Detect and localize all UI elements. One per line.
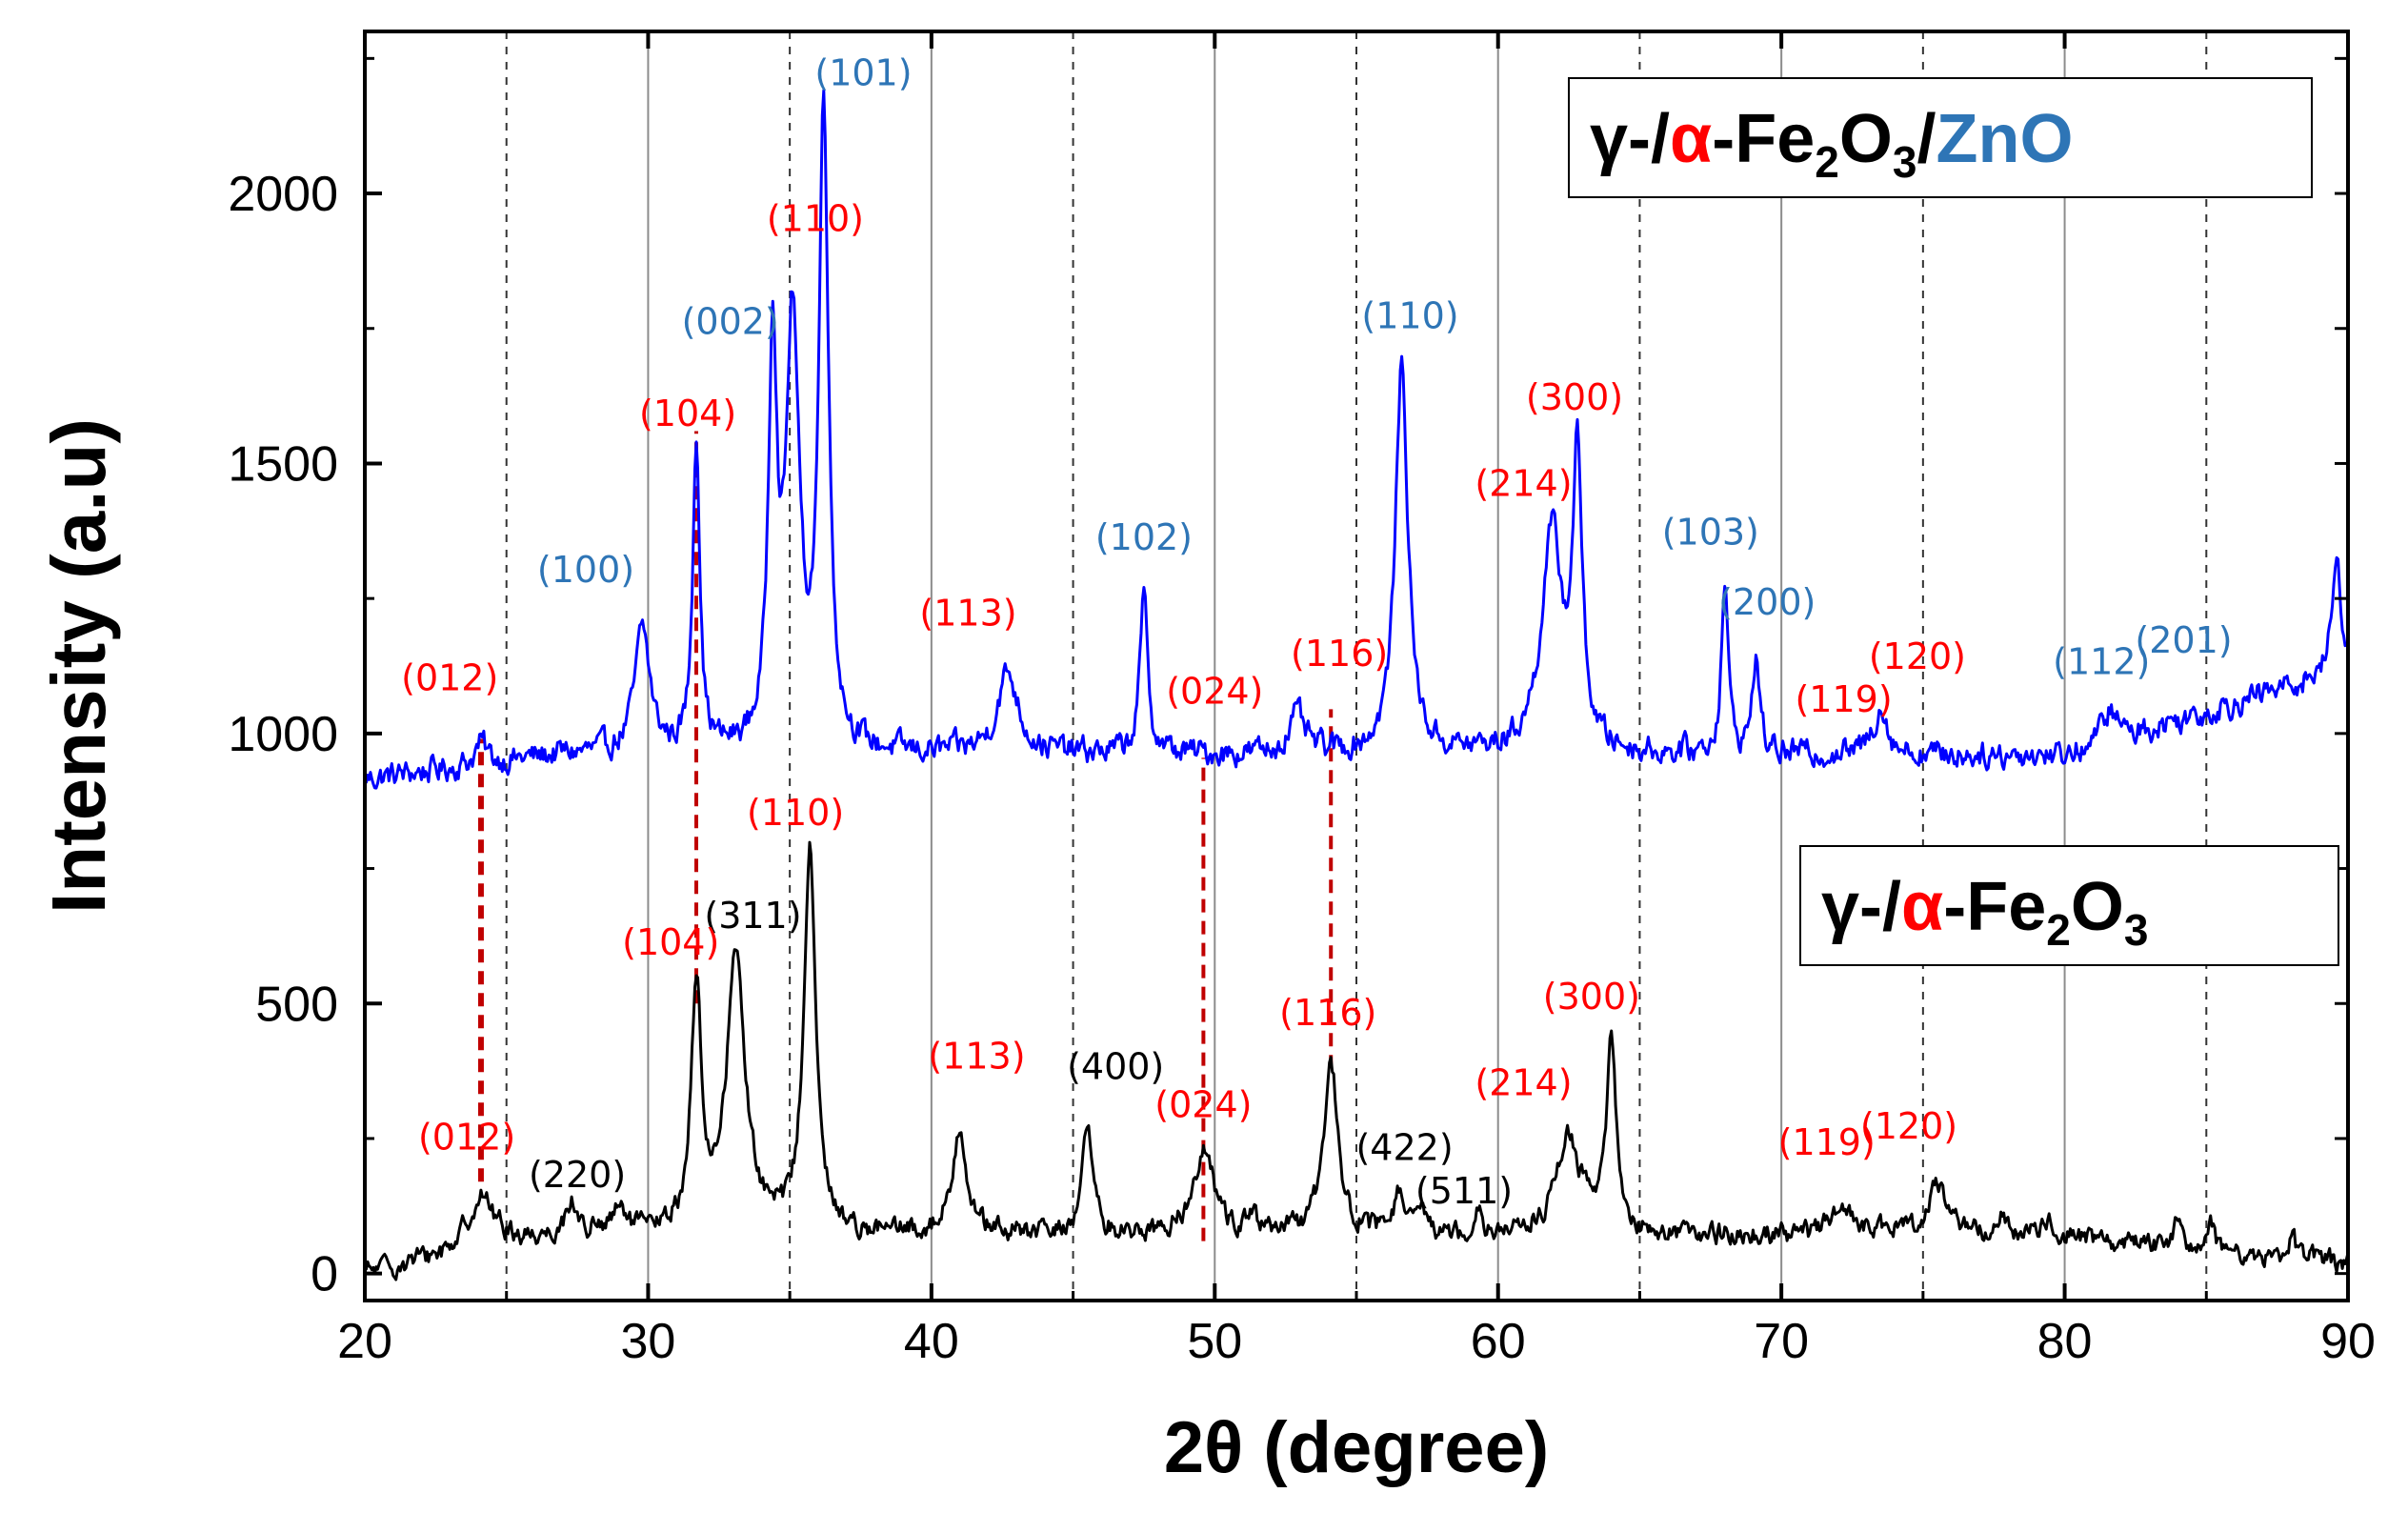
y-tick-label-1000: 1000 [228, 707, 338, 762]
axis-ticks: 20 30 40 50 60 70 80 90 0 500 1000 1500 2000 [228, 31, 2376, 1369]
x-tick-label-60: 60 [1471, 1314, 1526, 1369]
series-line-1 [363, 840, 2350, 1281]
peak-label-1: (110) [767, 198, 864, 240]
peak-label-5: (012) [401, 657, 498, 699]
peak-label-21: (104) [622, 921, 719, 963]
peak-label-3: (104) [639, 393, 736, 434]
peak-label-10: (110) [1361, 295, 1458, 337]
peak-label-26: (024) [1154, 1083, 1252, 1125]
peak-label-27: (116) [1279, 992, 1376, 1034]
peak-label-32: (119) [1778, 1121, 1876, 1163]
legend-fe2o3-text: γ-/α-Fe2O3 [1821, 869, 2149, 955]
peak-label-31: (214) [1475, 1062, 1572, 1104]
legend-fe2o3-part-5: 3 [2124, 905, 2149, 955]
x-tick-label-20: 20 [337, 1314, 392, 1369]
peak-label-12: (214) [1475, 462, 1572, 504]
legend-fe2o3-zno-part-1: α [1670, 101, 1712, 177]
y-tick-label-2000: 2000 [228, 167, 338, 222]
peak-label-0: (101) [814, 52, 912, 94]
peak-annotations: (101) (110) (002) (104) (100) (012) (113) (102)… [401, 52, 2232, 1212]
legend-fe2o3-zno-part-3: 2 [1815, 137, 1839, 187]
y-axis-title: Intensity (a.u) [36, 418, 121, 914]
peak-label-7: (102) [1095, 516, 1193, 558]
y-tick-label-0: 0 [311, 1247, 338, 1302]
legend-fe2o3-zno-part-4: O [1839, 101, 1893, 177]
peak-label-6: (113) [919, 592, 1016, 634]
peak-label-22: (012) [418, 1116, 515, 1158]
series-line-0 [363, 89, 2350, 790]
peak-label-17: (112) [2053, 641, 2150, 683]
peak-label-23: (220) [529, 1154, 626, 1196]
peak-label-24: (113) [928, 1035, 1025, 1077]
legend-fe2o3-part-1: α [1901, 869, 1943, 945]
legend-fe2o3-zno-part-2: -Fe [1712, 101, 1815, 177]
legend-fe2o3-part-2: -Fe [1943, 869, 2046, 945]
legend-fe2o3-zno-box [1568, 77, 2313, 198]
peak-label-15: (119) [1795, 678, 1892, 720]
peak-label-9: (116) [1291, 633, 1388, 675]
peak-label-33: (120) [1860, 1105, 1957, 1147]
legend-fe2o3-part-3: 2 [2046, 905, 2071, 955]
x-tick-label-30: 30 [621, 1314, 676, 1369]
peak-label-8: (024) [1166, 671, 1263, 713]
series-lines [363, 89, 2350, 1281]
legend-fe2o3-zno-part-0: γ-/ [1590, 101, 1670, 177]
peak-label-20: (311) [704, 895, 801, 937]
legend-fe2o3-part-0: γ-/ [1821, 869, 1901, 945]
x-tick-label-80: 80 [2037, 1314, 2093, 1369]
peak-label-16: (120) [1869, 635, 1966, 677]
peak-label-14: (200) [1718, 581, 1816, 623]
legend-fe2o3-box [1799, 845, 2339, 966]
legend-fe2o3-zno-text: γ-/α-Fe2O3/ZnO [1590, 101, 2073, 187]
x-axis-title: 2θ (degree) [1164, 1407, 1549, 1488]
red-marker-lines [477, 431, 1334, 1241]
x-tick-label-70: 70 [1754, 1314, 1809, 1369]
legend-fe2o3-zno-part-7: ZnO [1936, 101, 2074, 177]
peak-label-28: (422) [1355, 1127, 1453, 1169]
peak-label-11: (300) [1526, 376, 1623, 418]
peak-label-13: (103) [1662, 511, 1759, 553]
peak-label-30: (300) [1543, 976, 1640, 1018]
peak-label-25: (400) [1067, 1046, 1164, 1088]
legend-fe2o3-zno-part-6: / [1917, 101, 1936, 177]
x-tick-label-90: 90 [2320, 1314, 2376, 1369]
y-tick-label-500: 500 [255, 977, 338, 1032]
y-tick-label-1500: 1500 [228, 436, 338, 492]
legend-fe2o3-zno-part-5: 3 [1893, 137, 1917, 187]
peak-label-19: (110) [747, 792, 844, 834]
legend-fe2o3-part-4: O [2071, 869, 2124, 945]
x-tick-label-40: 40 [904, 1314, 959, 1369]
gridlines [505, 31, 2208, 1301]
peak-label-18: (201) [2135, 619, 2232, 661]
peak-label-4: (100) [537, 549, 634, 591]
x-tick-label-50: 50 [1187, 1314, 1242, 1369]
peak-label-29: (511) [1415, 1170, 1513, 1212]
peak-label-2: (002) [682, 300, 779, 342]
